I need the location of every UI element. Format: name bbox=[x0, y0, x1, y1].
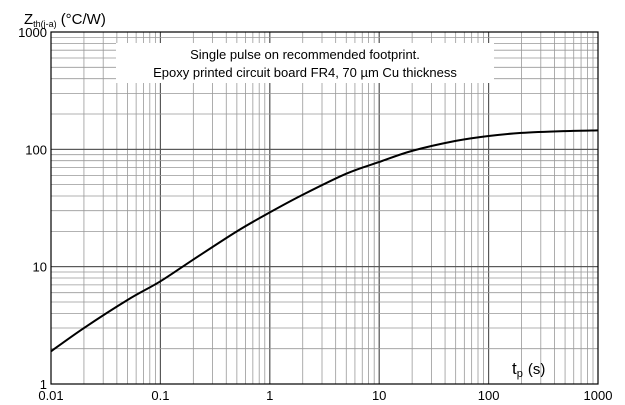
y-axis-label: Zth(j-a) (°C/W) bbox=[24, 11, 106, 29]
annotation-line-2: Epoxy printed circuit board FR4, 70 µm C… bbox=[153, 65, 457, 80]
plot-frame bbox=[50, 31, 599, 385]
y-tick-labels: 1 10 100 1000 bbox=[18, 25, 47, 392]
x-tick-label: 1 bbox=[266, 388, 273, 403]
x-tick-labels: 0.01 0.1 1 10 100 1000 bbox=[38, 388, 612, 403]
x-tick-label: 100 bbox=[478, 388, 500, 403]
annotation-line-1: Single pulse on recommended footprint. bbox=[190, 47, 420, 62]
y-axis-label-symbol: Z bbox=[24, 11, 33, 28]
x-axis-label-subscript: p bbox=[517, 368, 523, 380]
x-tick-label: 1000 bbox=[584, 388, 613, 403]
y-tick-label: 100 bbox=[25, 142, 47, 157]
x-tick-label: 0.01 bbox=[38, 388, 63, 403]
grid bbox=[50, 31, 599, 385]
x-tick-label: 10 bbox=[372, 388, 386, 403]
series-line-zth bbox=[50, 129, 599, 353]
x-axis-label-symbol: t bbox=[512, 359, 517, 378]
x-axis-label: tp (s) bbox=[512, 359, 545, 380]
y-axis-label-unit: (°C/W) bbox=[61, 11, 106, 28]
y-tick-label: 1000 bbox=[18, 25, 47, 40]
annotation-box: Single pulse on recommended footprint. E… bbox=[116, 43, 494, 83]
annotation-background bbox=[116, 43, 494, 83]
y-tick-label: 1 bbox=[40, 377, 47, 392]
x-tick-label: 0.1 bbox=[151, 388, 169, 403]
y-tick-label: 10 bbox=[33, 260, 47, 275]
y-axis-label-subscript: th(j-a) bbox=[33, 19, 57, 29]
x-axis-label-unit: (s) bbox=[528, 361, 546, 378]
